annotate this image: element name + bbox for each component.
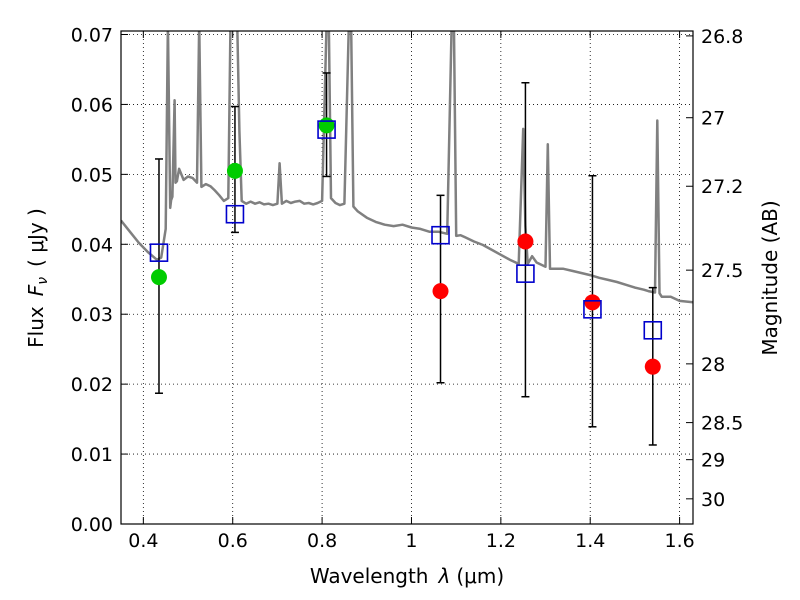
- y2-tick-label: 27.5: [701, 260, 743, 282]
- y-tick-label: 0.06: [71, 94, 113, 116]
- y-tick-label: 0.02: [71, 374, 113, 396]
- y2-tick-label: 29: [701, 450, 725, 472]
- x-tick-label: 1: [405, 530, 417, 552]
- model-square-point: [516, 264, 535, 283]
- observed-points: [150, 117, 661, 375]
- grid-lines: [121, 31, 693, 525]
- green-observed-point: [226, 162, 243, 179]
- x-tick-label: 1.2: [486, 530, 516, 552]
- model-square-point: [431, 225, 450, 245]
- y-axis-label: FluxFν( μJy ): [24, 208, 51, 348]
- y-tick-label: 0.07: [71, 24, 113, 46]
- x-tick-label: 0.4: [128, 530, 158, 552]
- y2-tick-label: 28.5: [701, 413, 743, 435]
- x-tick-label: 0.6: [218, 530, 248, 552]
- x-axis-label: Wavelength λ (μm): [310, 564, 504, 588]
- y-tick-label: 0.04: [71, 234, 113, 256]
- red-observed-point: [432, 283, 449, 300]
- red-observed-point: [517, 233, 534, 250]
- y2-tick-label: 28: [701, 354, 725, 376]
- model-spectrum-line: [121, 31, 693, 304]
- y-tick-label: 0.05: [71, 164, 113, 186]
- spectrum-line: [121, 31, 693, 304]
- x-tick-label: 1.6: [664, 530, 694, 552]
- model-points: [149, 120, 663, 340]
- plot-frame: [120, 30, 694, 525]
- y2-tick-label: 27.2: [701, 176, 743, 198]
- y-tick-label: 0.01: [71, 444, 113, 466]
- model-square-point: [149, 243, 169, 262]
- red-observed-point: [584, 294, 601, 311]
- x-tick-label: 0.8: [307, 530, 337, 552]
- red-observed-point: [644, 358, 661, 375]
- model-square-point: [317, 120, 336, 139]
- x-tick-label: 1.4: [575, 530, 605, 552]
- axis-ticks: 0.4 0.6 0.8 1 1.2 1.4 1.6 0.00 0.01 0.02 0.03 0.04 0…: [71, 24, 744, 552]
- model-square-point: [225, 204, 245, 224]
- model-square-point: [643, 320, 663, 340]
- y2-tick-label: 27: [701, 108, 725, 130]
- y-tick-label: 0.03: [71, 304, 113, 326]
- model-square-point: [583, 300, 602, 319]
- y2-axis-label: Magnitude (AB): [758, 200, 782, 355]
- green-observed-point: [150, 269, 167, 286]
- y2-tick-label: 30: [701, 489, 725, 511]
- y2-tick-label: 26.8: [701, 26, 743, 48]
- green-observed-point: [318, 117, 335, 134]
- y-tick-label: 0.00: [71, 514, 113, 536]
